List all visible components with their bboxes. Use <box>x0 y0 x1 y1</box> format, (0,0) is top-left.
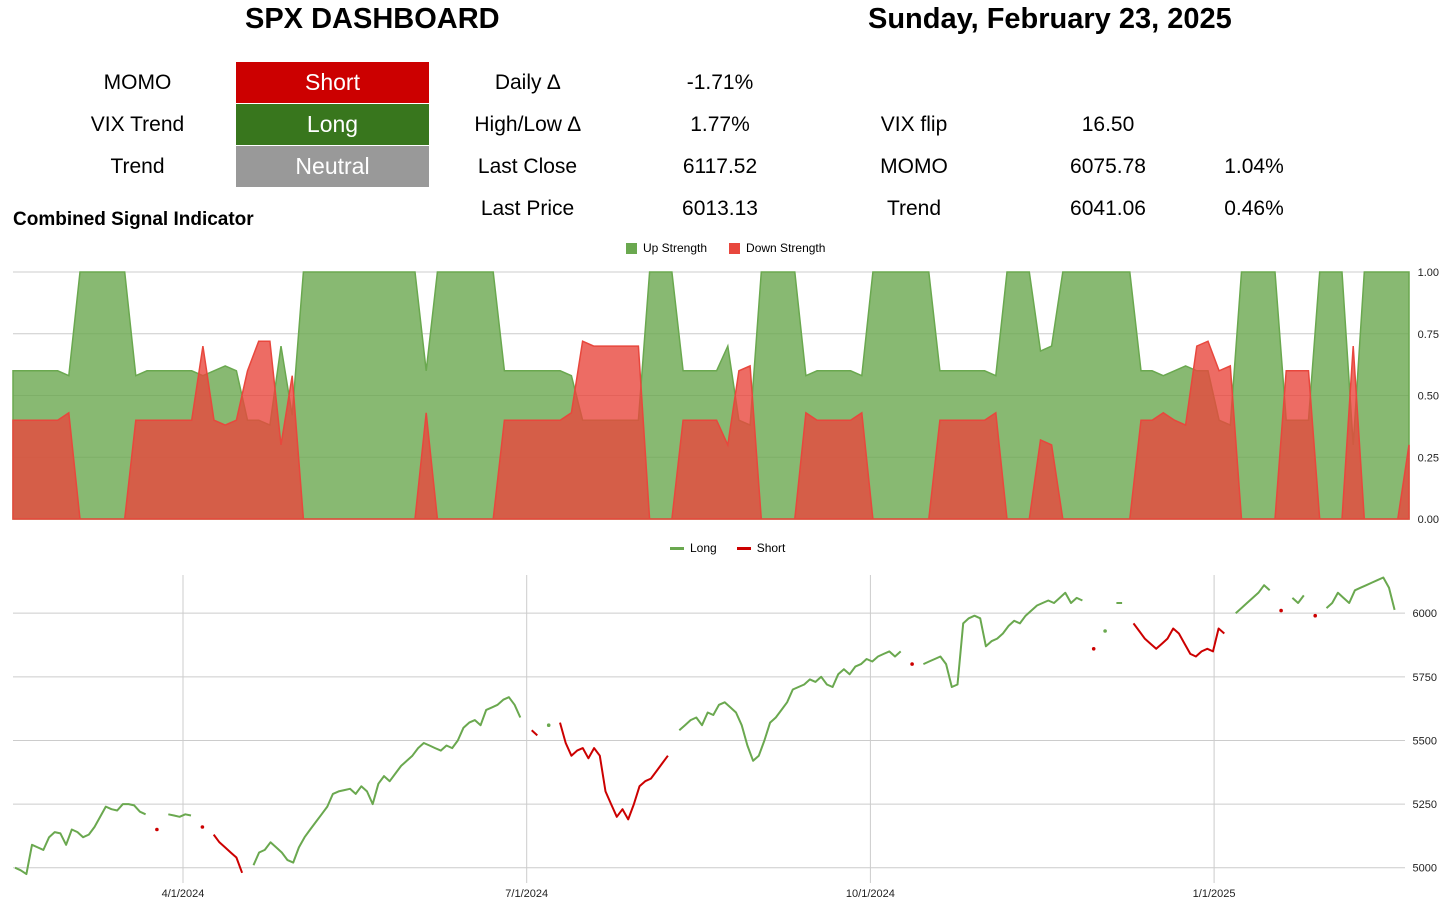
area-ytick-label: 0.25 <box>1418 452 1439 464</box>
signal-label-trend: Trend <box>110 155 165 178</box>
line-xtick-label: 1/1/2025 <box>1193 888 1236 900</box>
area-ytick-label: 0.75 <box>1418 329 1439 341</box>
area-ytick-label: 0.00 <box>1418 514 1439 526</box>
price-short-point <box>200 825 205 829</box>
price-short-point <box>1279 608 1283 613</box>
price-long-segment <box>922 591 1083 688</box>
stat-value-daily-delta: -1.71% <box>686 71 754 94</box>
price-long-segment <box>1291 594 1305 604</box>
price-short-segment <box>212 834 244 874</box>
line-ytick-label: 5000 <box>1413 863 1437 875</box>
price-long-segment <box>168 813 192 818</box>
legend-down-swatch <box>729 242 741 254</box>
level-label-vix-flip: VIX flip <box>880 113 948 136</box>
line-ytick-label: 5500 <box>1413 735 1437 747</box>
stat-value-high-low-delta: 1.77% <box>690 113 750 136</box>
trend-status-badge: Neutral <box>236 146 429 187</box>
level-value-vix-flip: 16.50 <box>1081 113 1135 136</box>
legend-up-swatch <box>626 242 637 254</box>
line-xtick-label: 4/1/2024 <box>162 888 205 900</box>
price-short-segment <box>1132 622 1225 658</box>
legend-long-label: Long <box>690 541 717 555</box>
area-ytick-label: 1.00 <box>1418 267 1439 279</box>
signal-label-momo: MOMO <box>103 71 172 94</box>
stat-value-last-close: 6117.52 <box>682 155 758 178</box>
section-title: Combined Signal Indicator <box>13 209 254 230</box>
price-short-segment <box>559 722 669 821</box>
line-xtick-label: 7/1/2024 <box>505 888 548 900</box>
price-long-segment <box>678 650 902 762</box>
signal-area-chart: 0.00 0.25 0.50 0.75 1.00 <box>12 267 1439 526</box>
line-ytick-label: 5250 <box>1413 799 1437 811</box>
area-ytick-label: 0.50 <box>1418 391 1439 403</box>
signal-label-vix-trend: VIX Trend <box>90 113 185 136</box>
level-value-momo: 6075.78 <box>1070 155 1146 178</box>
stat-label-high-low-delta: High/Low ∆ <box>474 113 581 136</box>
stat-label-last-price: Last Price <box>480 197 575 220</box>
price-long-point <box>1103 629 1107 633</box>
line-ytick-label: 6000 <box>1413 608 1437 620</box>
price-long-segment <box>252 696 522 866</box>
dashboard-title: SPX DASHBOARD <box>245 3 500 35</box>
legend-short-label: Short <box>756 541 786 555</box>
price-long-segment <box>14 803 147 876</box>
legend-up-label: Up Strength <box>643 241 708 255</box>
price-short-point <box>1091 647 1096 651</box>
line-xtick-label: 10/1/2024 <box>846 888 895 900</box>
level-label-trend: Trend <box>886 197 942 220</box>
level-pct-trend: 0.46% <box>1224 197 1284 220</box>
legend-long-swatch <box>670 546 684 550</box>
level-label-momo: MOMO <box>880 155 948 178</box>
price-long-segment <box>1325 576 1396 611</box>
price-short-segment <box>531 729 538 737</box>
momo-status-badge: Short <box>236 62 429 103</box>
price-short-point <box>1313 613 1317 618</box>
stat-label-daily-delta: Daily ∆ <box>494 71 561 94</box>
price-short-point <box>910 662 914 666</box>
stat-label-last-close: Last Close <box>477 155 578 178</box>
price-short-point <box>155 827 159 832</box>
legend-down-label: Down Strength <box>746 241 826 255</box>
dashboard-date: Sunday, February 23, 2025 <box>868 3 1232 35</box>
price-line-chart: 5000 5250 5500 5750 6000 4/1/2024 7/1/2024 10/1… <box>13 575 1437 900</box>
area-series-down-strength <box>12 340 1410 520</box>
level-pct-momo: 1.04% <box>1224 155 1284 178</box>
vix-trend-status-badge: Long <box>236 104 429 145</box>
price-long-segment <box>1235 584 1271 614</box>
area-legend: Up Strength Down Strength <box>626 241 825 255</box>
legend-short-swatch <box>736 546 751 550</box>
price-long-point <box>546 723 551 727</box>
line-ytick-label: 5750 <box>1413 672 1437 684</box>
line-legend: Long Short <box>670 541 785 555</box>
stat-value-last-price: 6013.13 <box>682 197 758 220</box>
level-value-trend: 6041.06 <box>1070 197 1146 220</box>
